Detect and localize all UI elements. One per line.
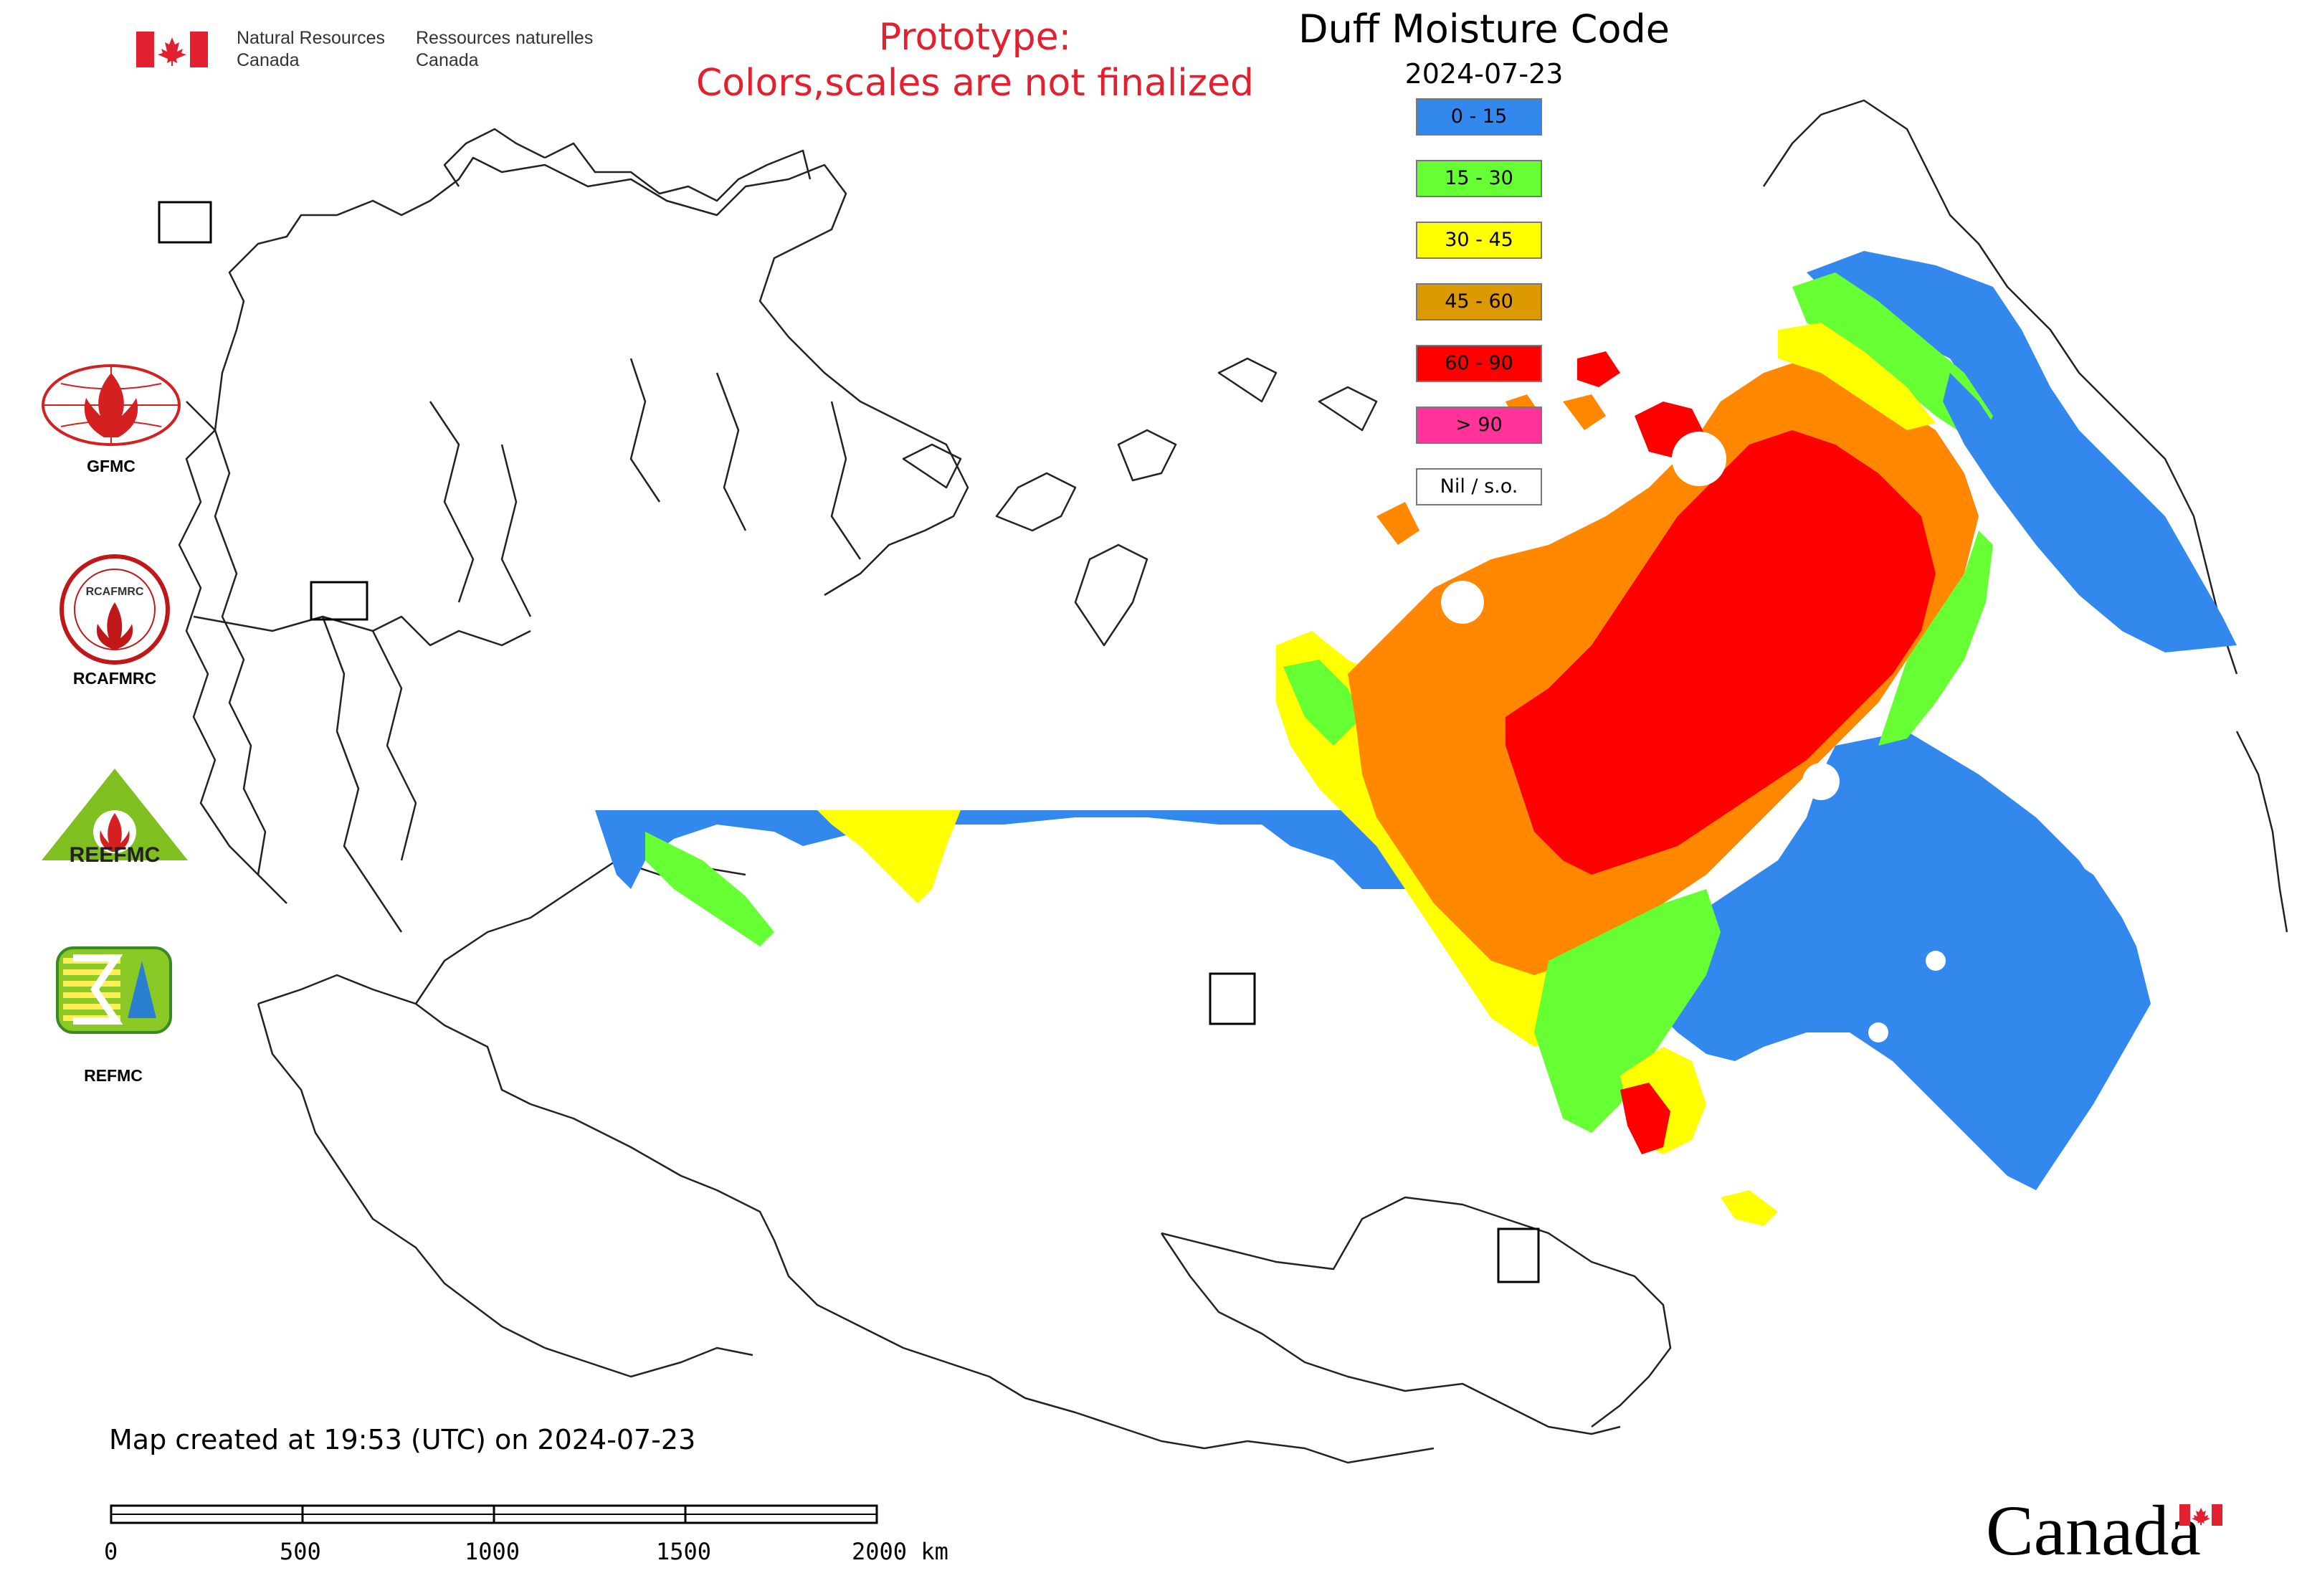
legend-label: 0 - 15 [1450,105,1508,128]
scale-label-1000: 1000 [465,1538,520,1565]
scale-bar [110,1504,878,1524]
gov-signature: Natural Resources Canada Ressources natu… [136,26,609,76]
refmc-logo-icon [56,946,172,1034]
dept-name-french: Ressources naturelles Canada [416,27,593,72]
rcafmrc-logo-icon: RCAFMRC [60,554,170,665]
legend-label: > 90 [1455,414,1503,436]
prototype-line2: Colors,scales are not finalized [695,62,1255,105]
map-created-note: Map created at 19:53 (UTC) on 2024-07-23 [109,1424,696,1455]
legend-item-0-15: 0 - 15 [1416,98,1542,136]
legend-label: 45 - 60 [1445,290,1513,313]
gfmc-logo-icon [42,364,181,446]
scale-label-0: 0 [104,1538,118,1565]
dmc-raster [595,251,2237,1226]
map-title: Duff Moisture Code [1298,6,1670,52]
scale-label-2000: 2000 km [852,1538,948,1565]
legend-label: 30 - 45 [1445,229,1513,251]
legend-item-over-90: > 90 [1416,407,1542,444]
reefmc-wordmark: REEFMC [70,843,161,867]
dept-fr-line1: Ressources naturelles [416,28,594,48]
rcafmrc-ring-text: RCAFMRC [86,586,144,598]
dept-name-english: Natural Resources Canada [237,27,385,72]
legend-item-nil: Nil / s.o. [1416,468,1542,505]
legend: 0 - 15 15 - 30 30 - 45 45 - 60 60 - 90 >… [1416,98,1545,511]
wordmark-flag-icon [2179,1504,2222,1526]
scale-label-1500: 1500 [656,1538,712,1565]
prototype-notice: Prototype: Colors,scales are not finaliz… [645,14,1305,106]
legend-item-15-30: 15 - 30 [1416,160,1542,197]
refmc-label: REFMC [84,1066,143,1085]
legend-item-30-45: 30 - 45 [1416,222,1542,259]
canada-wordmark: Canada [1986,1491,2201,1570]
dept-fr-line2: Canada [416,50,479,70]
prototype-line1: Prototype: [878,16,1072,59]
rcafmrc-label: RCAFMRC [72,669,157,688]
dept-en-line1: Natural Resources [237,28,386,48]
map-logo-markers [158,201,1540,1283]
legend-label: Nil / s.o. [1440,475,1518,498]
legend-label: 60 - 90 [1445,352,1513,374]
canada-wordmark-text: Canada [1986,1491,2201,1570]
scale-label-500: 500 [280,1538,321,1565]
gfmc-label: GFMC [87,457,135,475]
map-date: 2024-07-23 [1404,58,1564,90]
country-boundaries [178,99,2288,1464]
dept-en-line2: Canada [237,50,300,70]
reefmc-logo-icon: REEFMC [42,769,188,867]
legend-label: 15 - 30 [1445,167,1513,189]
legend-item-45-60: 45 - 60 [1416,283,1542,320]
canada-flag-icon [136,32,208,67]
legend-item-60-90: 60 - 90 [1416,345,1542,382]
